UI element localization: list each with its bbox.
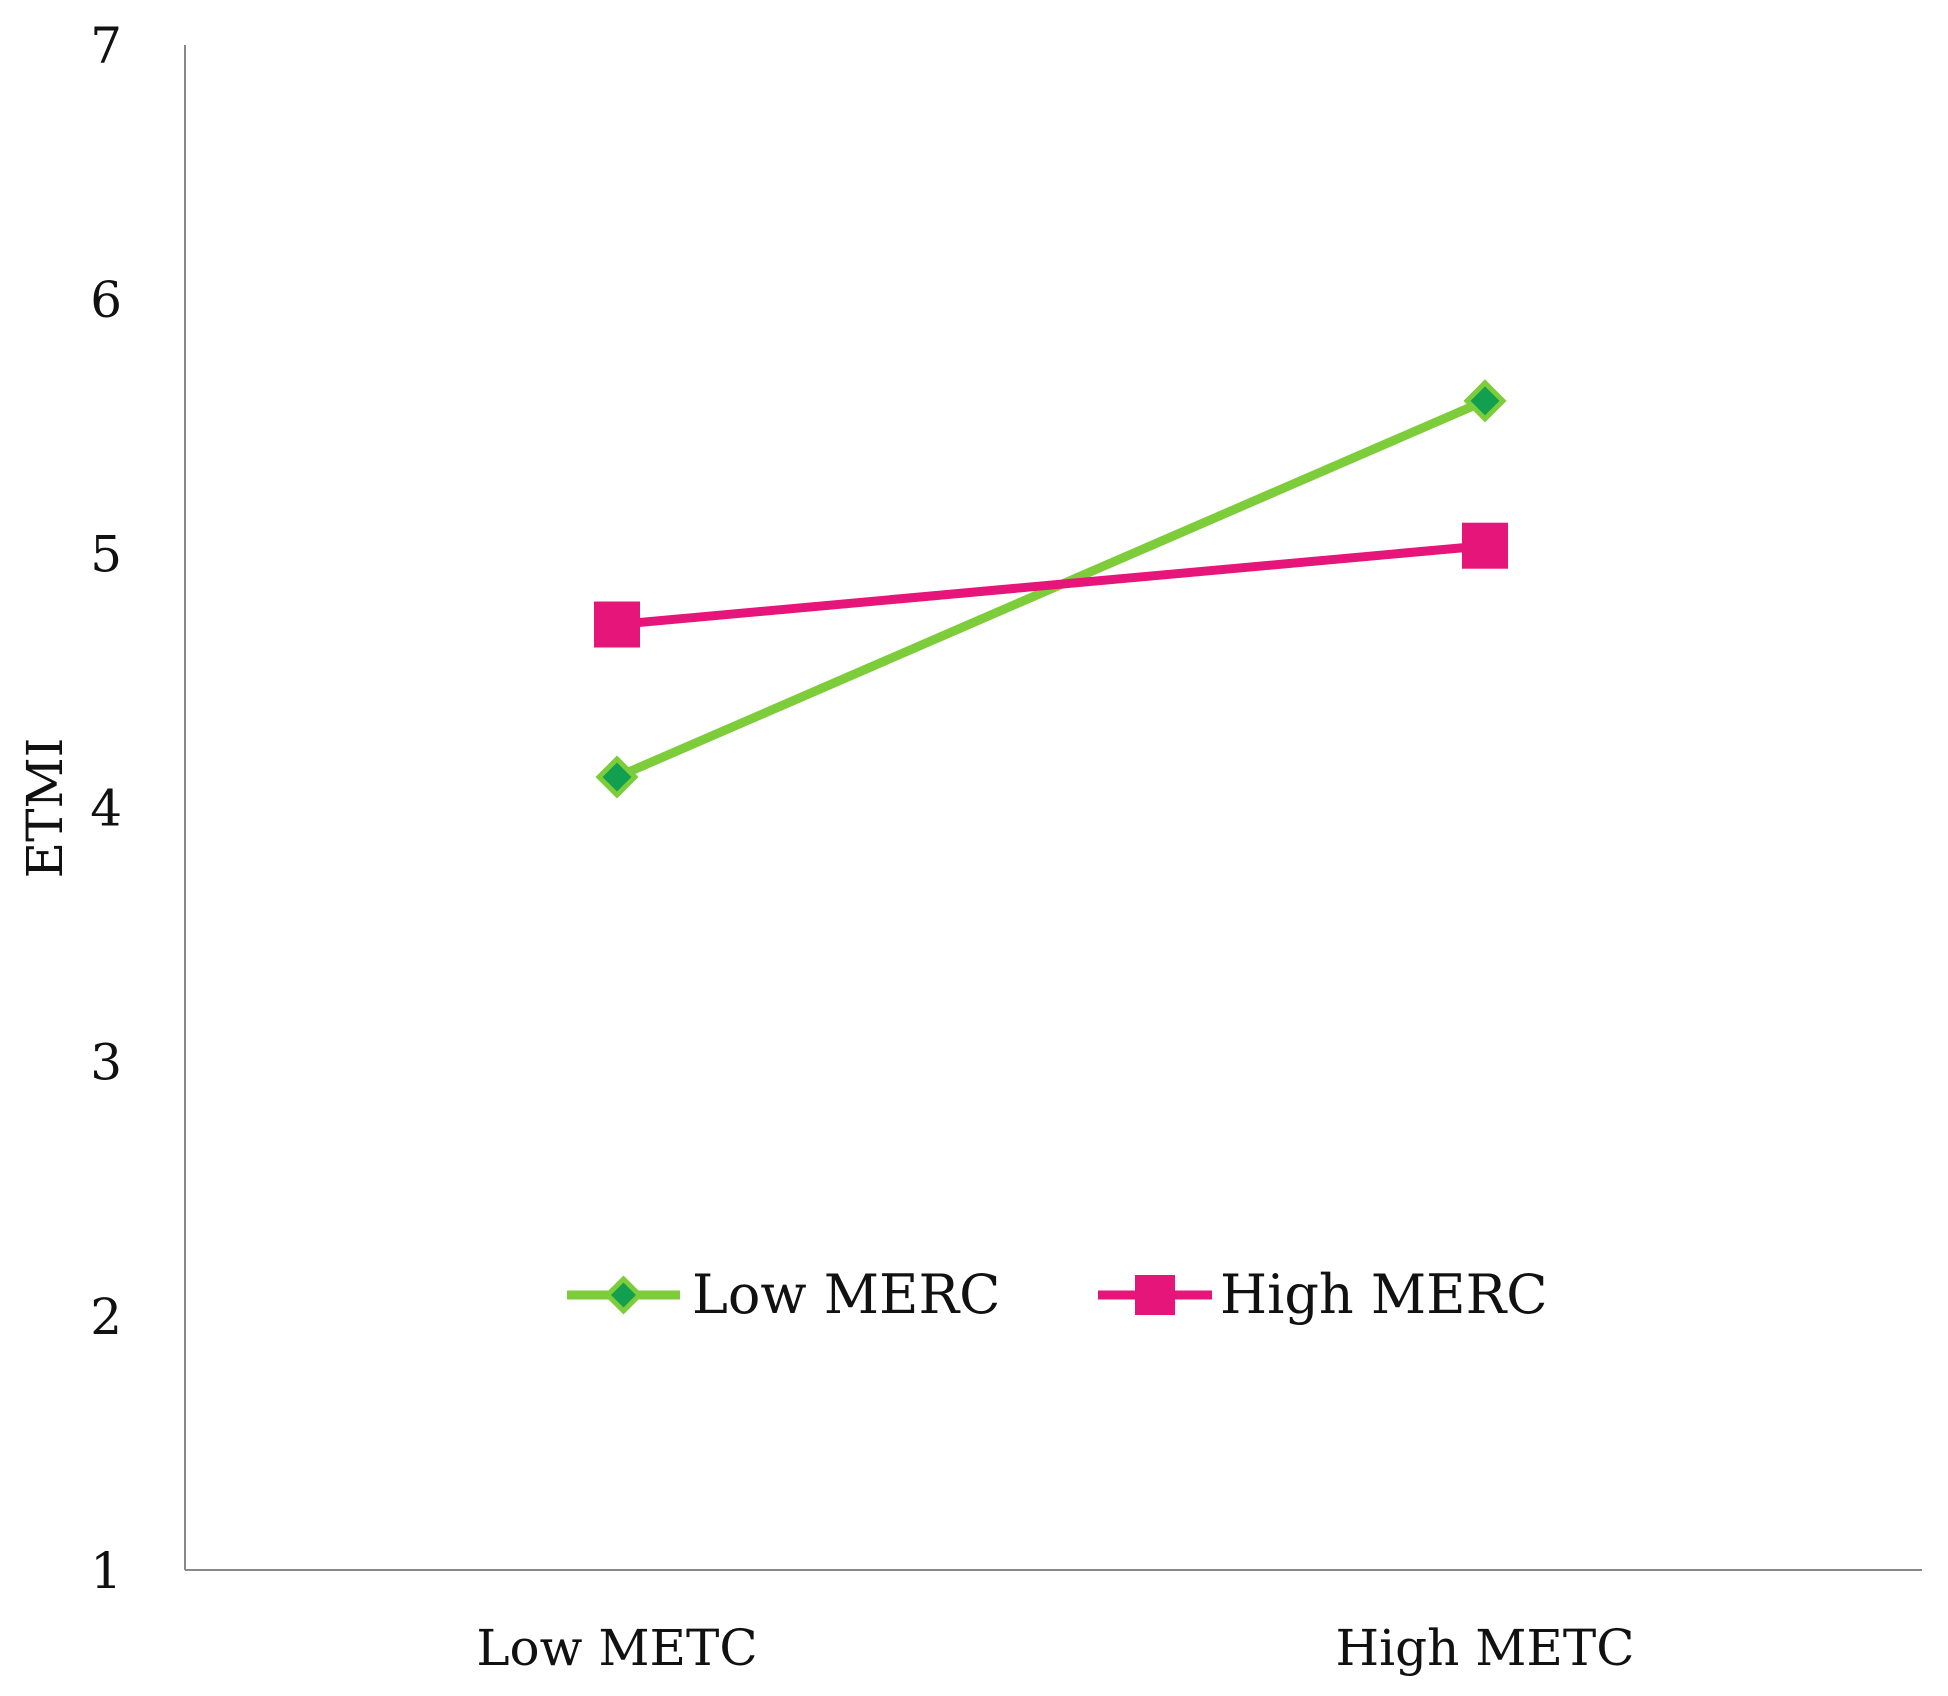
- y-tick-label: 7: [90, 17, 122, 75]
- y-tick-label: 1: [90, 1542, 122, 1600]
- legend-label: High MERC: [1220, 1263, 1548, 1326]
- legend-marker-diamond: [603, 1275, 644, 1315]
- data-point-diamond: [595, 755, 639, 799]
- y-tick-label: 6: [90, 271, 122, 329]
- y-tick-labels: 1 2 3 4 5 6 7: [90, 17, 122, 1600]
- y-tick-label: 2: [90, 1288, 122, 1346]
- legend-item: Low MERC: [567, 1263, 1000, 1326]
- y-tick-label: 3: [90, 1034, 122, 1092]
- data-point-diamond: [1463, 379, 1507, 423]
- y-tick-label: 4: [90, 780, 122, 838]
- series-line: [616, 541, 1486, 629]
- legend: Low MERC High MERC: [567, 1263, 1548, 1326]
- y-tick-label: 5: [90, 525, 122, 583]
- legend-item: High MERC: [1098, 1263, 1548, 1326]
- x-tick-labels: Low METC High METC: [476, 1619, 1634, 1677]
- x-tick-label: High METC: [1336, 1619, 1635, 1677]
- legend-marker-square: [1135, 1275, 1175, 1315]
- series-high-merc: [594, 522, 1508, 648]
- axes: [184, 45, 1922, 1571]
- legend-label: Low MERC: [692, 1263, 1000, 1326]
- data-point-square: [594, 601, 640, 648]
- x-tick-label: Low METC: [476, 1619, 757, 1677]
- y-axis-title: ETMI: [16, 738, 74, 879]
- data-point-square: [1462, 522, 1508, 569]
- series-layer: [594, 379, 1508, 799]
